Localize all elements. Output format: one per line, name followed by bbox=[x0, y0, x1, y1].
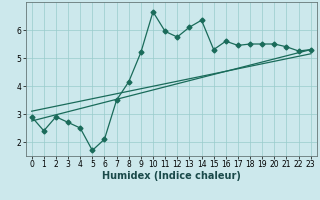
X-axis label: Humidex (Indice chaleur): Humidex (Indice chaleur) bbox=[102, 171, 241, 181]
